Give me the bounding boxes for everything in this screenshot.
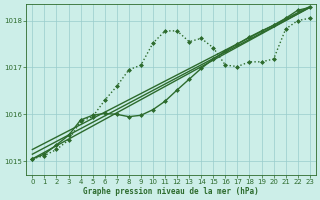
X-axis label: Graphe pression niveau de la mer (hPa): Graphe pression niveau de la mer (hPa) — [83, 187, 259, 196]
